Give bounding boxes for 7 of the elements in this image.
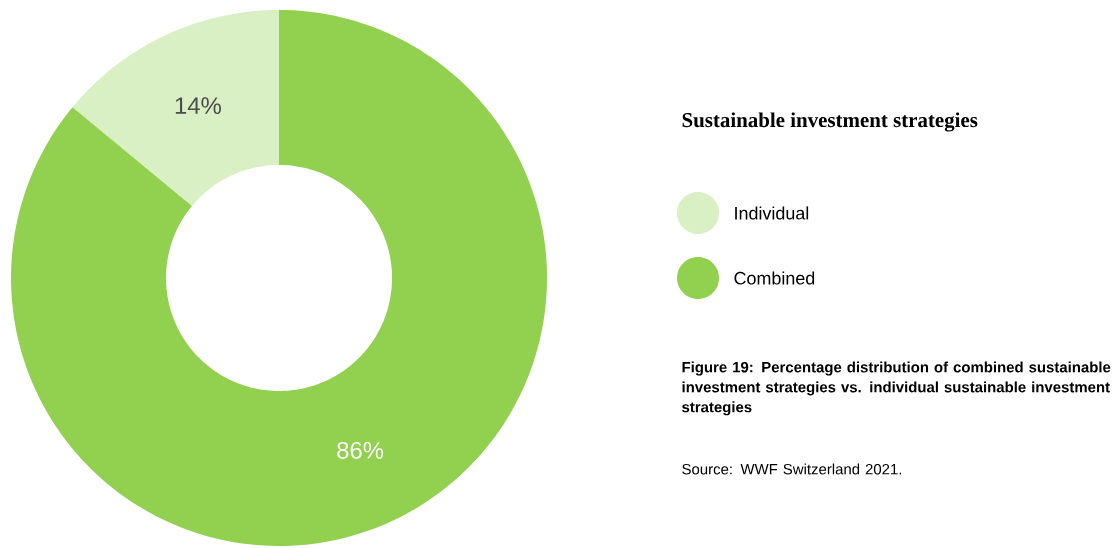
legend-label: Combined <box>734 271 815 285</box>
caption: Figure 19: Percentage distribution of combined sustainable investment strategies vs. individual sustainable investment strategies <box>682 361 1111 416</box>
data-label: 14% <box>175 97 221 114</box>
source-note: Source: WWF Switzerland 2021. <box>682 463 902 475</box>
legend-label: Individual <box>735 206 809 220</box>
text: Sustainable investment strategies <box>682 112 978 132</box>
data-label: 86% <box>337 441 384 459</box>
